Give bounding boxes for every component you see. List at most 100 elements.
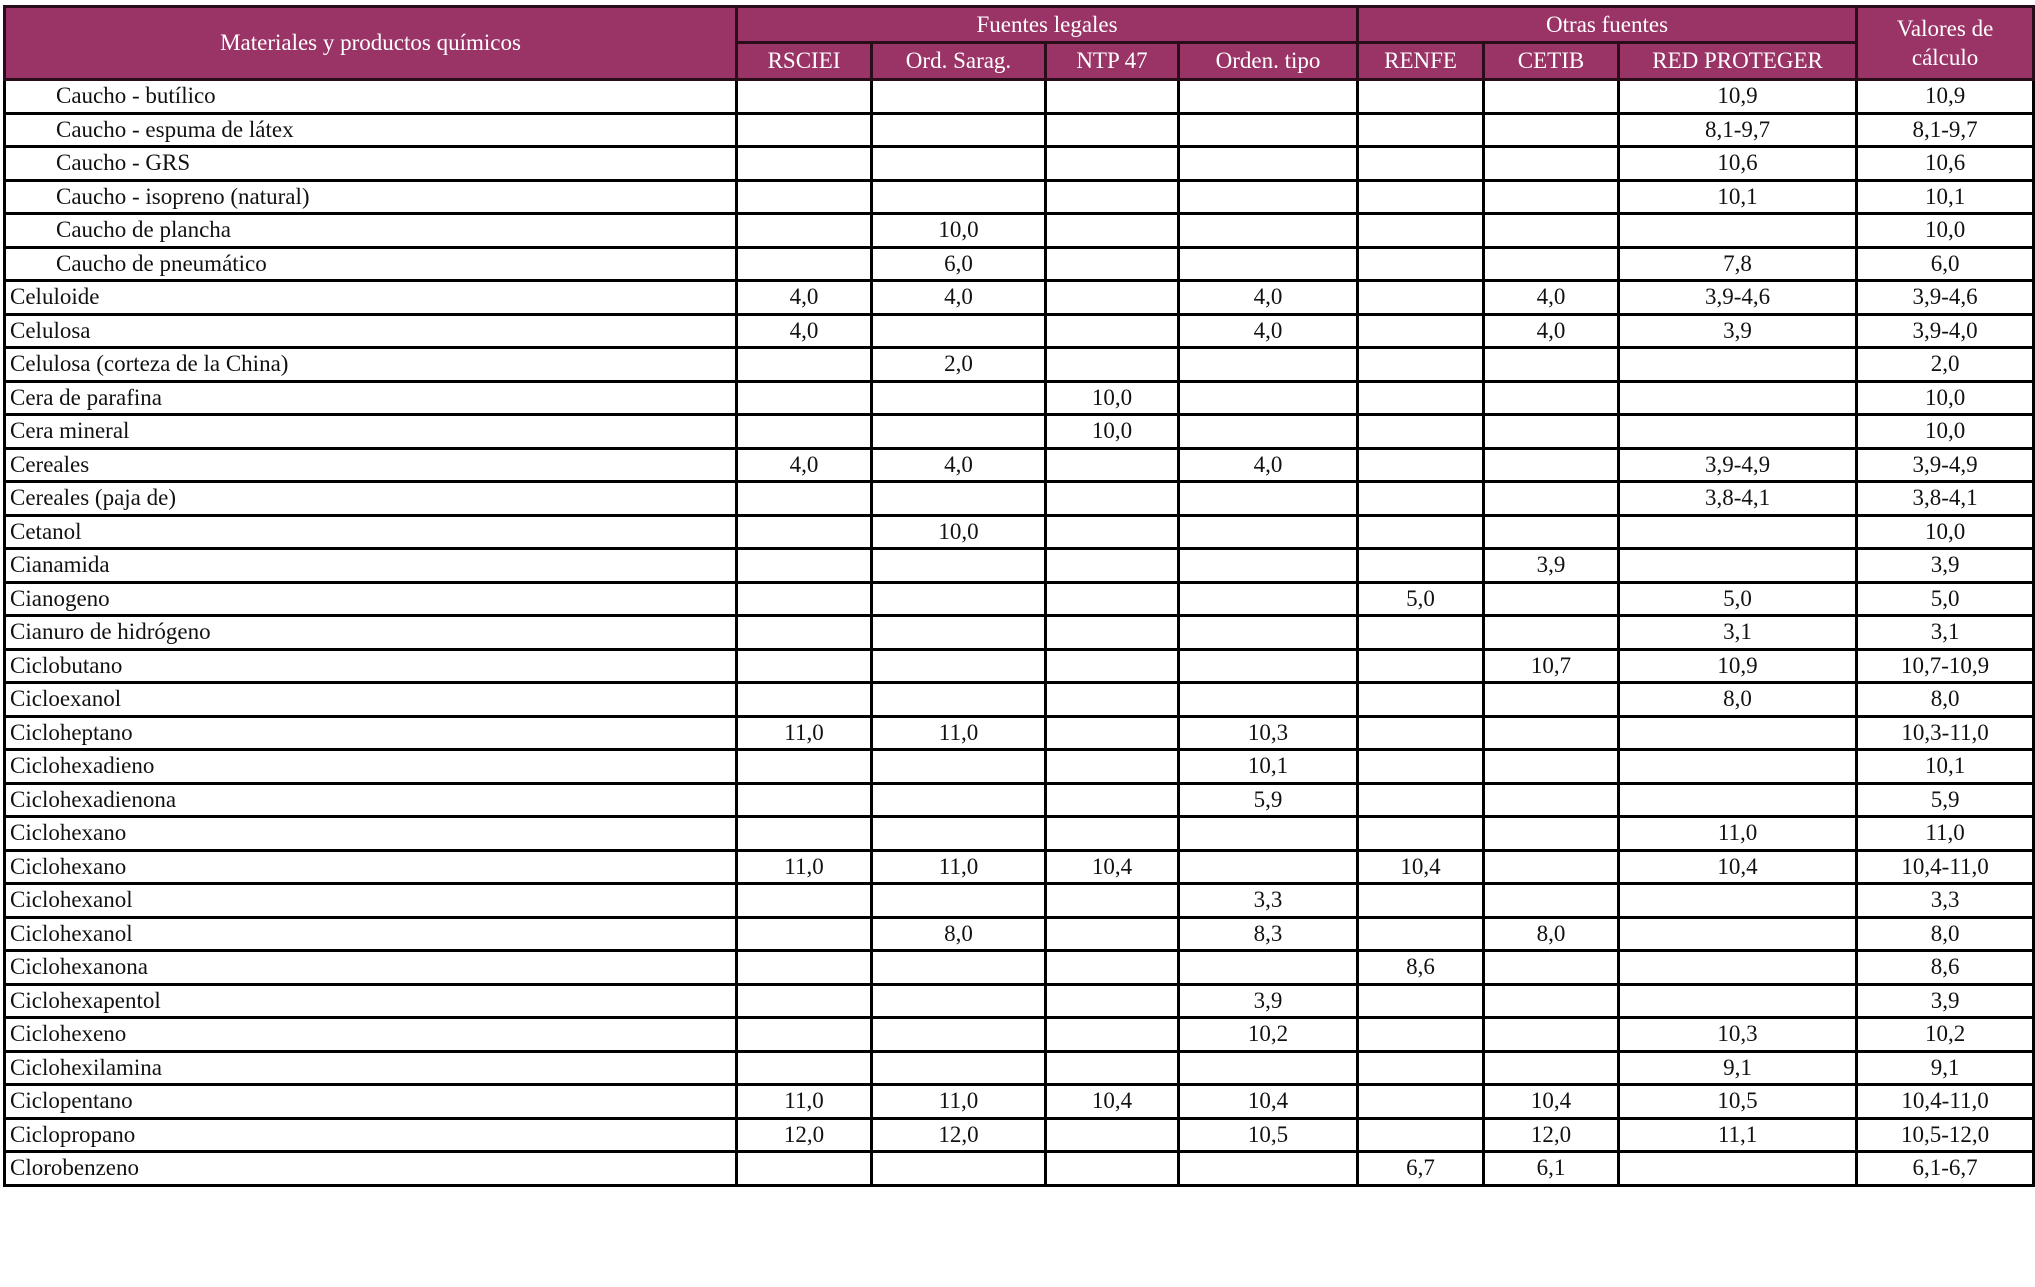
value-cell xyxy=(1482,480,1621,517)
value-cell xyxy=(1356,647,1486,684)
value-cell xyxy=(1044,614,1180,651)
value-cell xyxy=(1176,212,1360,249)
value-cell xyxy=(1044,915,1180,952)
calc-value-cell: 11,0 xyxy=(1855,815,2035,852)
value-cell xyxy=(1044,781,1180,818)
header-calc-values: Valores de cálculo xyxy=(1855,5,2035,81)
table-row: Cianuro de hidrógeno 3,1 3,1 xyxy=(3,614,2035,651)
calc-value-cell: 8,0 xyxy=(1855,681,2035,718)
value-cell: 5,9 xyxy=(1176,781,1360,818)
value-cell xyxy=(1044,547,1180,584)
value-cell: 10,0 xyxy=(1044,379,1180,416)
table-row: Caucho de pneumático 6,0 7,8 6,0 xyxy=(3,245,2035,282)
value-cell xyxy=(1617,714,1859,751)
value-cell xyxy=(1176,949,1360,986)
value-cell xyxy=(870,1150,1047,1187)
calc-value-cell: 10,1 xyxy=(1855,748,2035,785)
value-cell xyxy=(1176,413,1360,450)
value-cell xyxy=(735,949,873,986)
value-cell xyxy=(1482,1049,1621,1086)
value-cell xyxy=(735,681,873,718)
value-cell xyxy=(1617,1150,1859,1187)
value-cell xyxy=(735,647,873,684)
value-cell xyxy=(1044,78,1180,115)
value-cell xyxy=(1482,681,1621,718)
value-cell xyxy=(870,178,1047,215)
value-cell xyxy=(1482,815,1621,852)
table-row: Ciclohexanona 8,6 8,6 xyxy=(3,949,2035,986)
value-cell xyxy=(1617,547,1859,584)
value-cell xyxy=(1482,748,1621,785)
material-name: Ciclohexanol xyxy=(3,882,738,919)
value-cell xyxy=(1482,1016,1621,1053)
value-cell xyxy=(1044,748,1180,785)
material-name: Cianuro de hidrógeno xyxy=(3,614,738,651)
value-cell: 10,4 xyxy=(1617,848,1859,885)
calc-value-cell: 10,2 xyxy=(1855,1016,2035,1053)
value-cell: 10,7 xyxy=(1482,647,1621,684)
value-cell xyxy=(1482,848,1621,885)
value-cell xyxy=(735,882,873,919)
value-cell xyxy=(1356,346,1486,383)
value-cell xyxy=(1356,178,1486,215)
value-cell xyxy=(1356,78,1486,115)
value-cell xyxy=(1356,681,1486,718)
value-cell xyxy=(735,982,873,1019)
header-ord-sarag: Ord. Sarag. xyxy=(870,41,1047,81)
material-name: Cianogeno xyxy=(3,580,738,617)
value-cell: 4,0 xyxy=(1482,312,1621,349)
calc-value-cell: 3,1 xyxy=(1855,614,2035,651)
table-row: Ciclohexano 11,0 11,0 10,4 10,4 10,4 10,4-11,0 xyxy=(3,848,2035,885)
value-cell xyxy=(1044,178,1180,215)
value-cell xyxy=(735,1049,873,1086)
value-cell xyxy=(870,379,1047,416)
material-name: Ciclohexano xyxy=(3,815,738,852)
value-cell xyxy=(870,815,1047,852)
value-cell xyxy=(1617,882,1859,919)
table-row: Cetanol 10,0 10,0 xyxy=(3,513,2035,550)
value-cell xyxy=(735,78,873,115)
value-cell xyxy=(735,379,873,416)
material-name: Ciclohexanona xyxy=(3,949,738,986)
value-cell xyxy=(1356,379,1486,416)
calc-value-cell: 10,4-11,0 xyxy=(1855,848,2035,885)
table-row: Cianamida 3,9 3,9 xyxy=(3,547,2035,584)
value-cell: 8,3 xyxy=(1176,915,1360,952)
value-cell xyxy=(1176,480,1360,517)
material-name: Ciclohexapentol xyxy=(3,982,738,1019)
value-cell: 10,4 xyxy=(1356,848,1486,885)
calc-value-cell: 3,9-4,9 xyxy=(1855,446,2035,483)
value-cell: 3,9 xyxy=(1617,312,1859,349)
table-row: Ciclohexeno 10,2 10,3 10,2 xyxy=(3,1016,2035,1053)
header-cetib: CETIB xyxy=(1482,41,1621,81)
value-cell xyxy=(1176,1049,1360,1086)
table-row: Caucho de plancha 10,0 10,0 xyxy=(3,212,2035,249)
table-row: Cianogeno 5,0 5,0 5,0 xyxy=(3,580,2035,617)
value-cell xyxy=(1044,1016,1180,1053)
value-cell xyxy=(1176,647,1360,684)
table-row: Caucho - espuma de látex 8,1-9,7 8,1-9,7 xyxy=(3,111,2035,148)
value-cell: 12,0 xyxy=(870,1116,1047,1153)
value-cell: 4,0 xyxy=(735,279,873,316)
value-cell: 10,4 xyxy=(1044,1083,1180,1120)
value-cell xyxy=(1482,178,1621,215)
table-row: Cereales (paja de) 3,8-4,1 3,8-4,1 xyxy=(3,480,2035,517)
header-ntp47: NTP 47 xyxy=(1044,41,1180,81)
value-cell xyxy=(735,915,873,952)
value-cell xyxy=(1356,614,1486,651)
value-cell: 8,0 xyxy=(1617,681,1859,718)
calc-value-cell: 10,7-10,9 xyxy=(1855,647,2035,684)
table-row: Cicloheptano 11,0 11,0 10,3 10,3-11,0 xyxy=(3,714,2035,751)
value-cell xyxy=(1044,111,1180,148)
calc-value-cell: 3,9 xyxy=(1855,547,2035,584)
value-cell xyxy=(1356,815,1486,852)
value-cell xyxy=(1617,748,1859,785)
value-cell: 3,8-4,1 xyxy=(1617,480,1859,517)
table-row: Celuloide 4,0 4,0 4,0 4,0 3,9-4,6 3,9-4,6 xyxy=(3,279,2035,316)
material-name: Ciclohexano xyxy=(3,848,738,885)
value-cell xyxy=(735,748,873,785)
value-cell xyxy=(1482,413,1621,450)
value-cell xyxy=(735,815,873,852)
value-cell xyxy=(1176,78,1360,115)
value-cell: 10,3 xyxy=(1617,1016,1859,1053)
